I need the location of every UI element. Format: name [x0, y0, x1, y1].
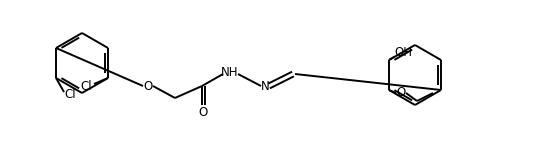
Text: O: O — [199, 106, 208, 119]
Text: O: O — [143, 79, 153, 92]
Text: N: N — [260, 79, 270, 92]
Text: OH: OH — [394, 46, 412, 60]
Text: Cl: Cl — [64, 88, 76, 100]
Text: O: O — [397, 86, 406, 100]
Text: Cl: Cl — [80, 79, 92, 92]
Text: NH: NH — [221, 66, 239, 79]
